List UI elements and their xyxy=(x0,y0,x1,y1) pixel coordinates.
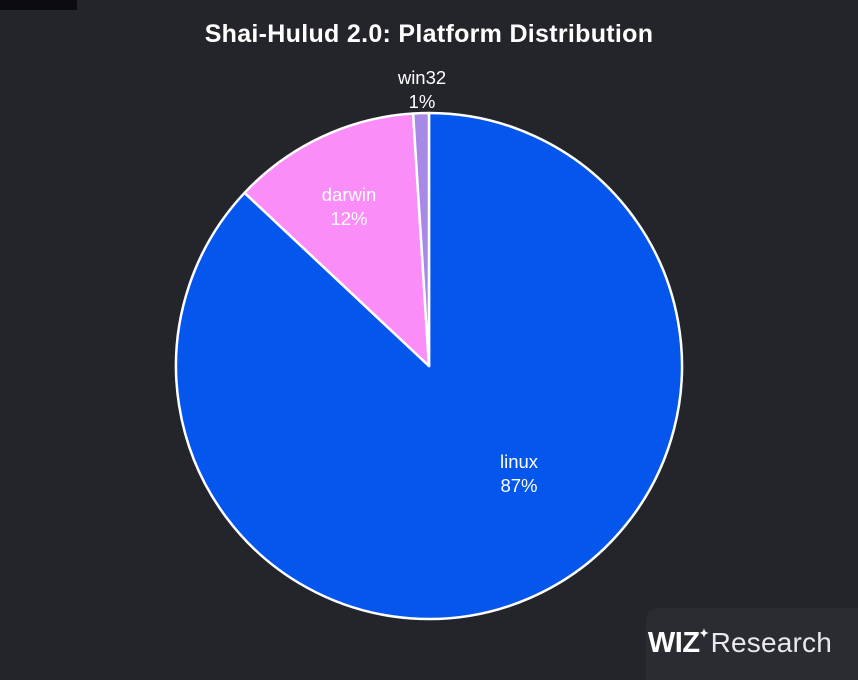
sparkle-icon xyxy=(698,625,709,638)
wiz-research-logo: WIZ Research xyxy=(648,627,832,660)
pie-slice-win32[interactable] xyxy=(411,111,431,368)
chart-title: Shai-Hulud 2.0: Platform Distribution xyxy=(204,20,654,48)
slice-label-darwin-name: darwin xyxy=(322,184,377,205)
wiz-logo-text: WIZ xyxy=(647,627,700,659)
research-logo-text: Research xyxy=(710,627,832,658)
corner-artifact xyxy=(0,0,77,10)
slice-label-linux-name: linux xyxy=(500,451,539,472)
slice-label-win32-name: win32 xyxy=(397,67,446,88)
slice-label-linux-pct: 87% xyxy=(500,475,537,496)
pie-slice-darwin[interactable] xyxy=(243,112,431,368)
slice-label-win32-pct: 1% xyxy=(409,91,436,112)
slice-label-darwin-pct: 12% xyxy=(330,208,367,229)
